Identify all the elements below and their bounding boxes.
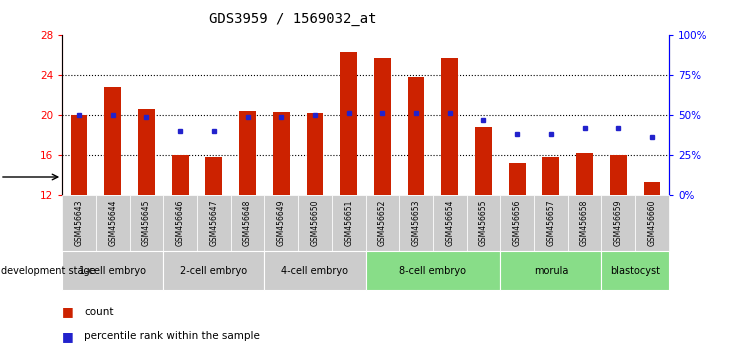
Bar — [96, 195, 129, 251]
Text: blastocyst: blastocyst — [610, 266, 660, 276]
Bar — [602, 251, 669, 290]
Text: GSM456643: GSM456643 — [75, 200, 83, 246]
Bar — [265, 251, 366, 290]
Bar — [509, 163, 526, 195]
Bar — [643, 182, 660, 195]
Text: GSM456644: GSM456644 — [108, 200, 117, 246]
Text: ■: ■ — [62, 305, 74, 318]
Text: 2-cell embryo: 2-cell embryo — [181, 266, 247, 276]
Bar — [408, 77, 425, 195]
Bar — [500, 251, 602, 290]
Bar — [273, 112, 289, 195]
Text: GSM456654: GSM456654 — [445, 200, 454, 246]
Text: development stage: development stage — [1, 266, 95, 276]
Bar — [635, 195, 669, 251]
Text: GSM456649: GSM456649 — [277, 200, 286, 246]
Text: GDS3959 / 1569032_at: GDS3959 / 1569032_at — [208, 12, 376, 27]
Text: 4-cell embryo: 4-cell embryo — [281, 266, 349, 276]
Bar — [442, 58, 458, 195]
Text: GSM456648: GSM456648 — [243, 200, 252, 246]
Bar — [105, 87, 121, 195]
Text: GSM456659: GSM456659 — [614, 200, 623, 246]
Text: GSM456660: GSM456660 — [648, 200, 656, 246]
Text: GSM456647: GSM456647 — [209, 200, 219, 246]
Text: morula: morula — [534, 266, 568, 276]
Bar — [71, 115, 88, 195]
Text: GSM456645: GSM456645 — [142, 200, 151, 246]
Text: GSM456646: GSM456646 — [175, 200, 185, 246]
Text: GSM456658: GSM456658 — [580, 200, 589, 246]
Text: percentile rank within the sample: percentile rank within the sample — [84, 331, 260, 341]
Bar — [205, 157, 222, 195]
Bar — [265, 195, 298, 251]
Bar — [340, 52, 357, 195]
Text: 1-cell embryo: 1-cell embryo — [79, 266, 146, 276]
Text: GSM456655: GSM456655 — [479, 200, 488, 246]
Text: count: count — [84, 307, 113, 316]
Bar — [62, 251, 163, 290]
Bar — [163, 195, 197, 251]
Bar — [433, 195, 466, 251]
Bar — [399, 195, 433, 251]
Bar — [231, 195, 265, 251]
Bar — [366, 251, 500, 290]
Bar — [534, 195, 568, 251]
Bar — [62, 195, 96, 251]
Bar — [163, 251, 265, 290]
Bar — [306, 113, 323, 195]
Bar — [466, 195, 500, 251]
Bar — [298, 195, 332, 251]
Text: GSM456653: GSM456653 — [412, 200, 420, 246]
Text: GSM456650: GSM456650 — [311, 200, 319, 246]
Bar — [172, 155, 189, 195]
Text: GSM456651: GSM456651 — [344, 200, 353, 246]
Bar — [138, 109, 155, 195]
Bar — [602, 195, 635, 251]
Bar — [475, 127, 492, 195]
Bar — [129, 195, 163, 251]
Bar — [366, 195, 399, 251]
Text: GSM456652: GSM456652 — [378, 200, 387, 246]
Bar — [568, 195, 602, 251]
Text: GSM456657: GSM456657 — [546, 200, 556, 246]
Bar — [374, 58, 391, 195]
Text: 8-cell embryo: 8-cell embryo — [399, 266, 466, 276]
Bar — [197, 195, 231, 251]
Bar — [500, 195, 534, 251]
Bar — [239, 111, 256, 195]
Text: ■: ■ — [62, 330, 74, 343]
Bar — [576, 153, 593, 195]
Text: GSM456656: GSM456656 — [512, 200, 522, 246]
Bar — [542, 157, 559, 195]
Bar — [610, 155, 626, 195]
Bar — [332, 195, 366, 251]
